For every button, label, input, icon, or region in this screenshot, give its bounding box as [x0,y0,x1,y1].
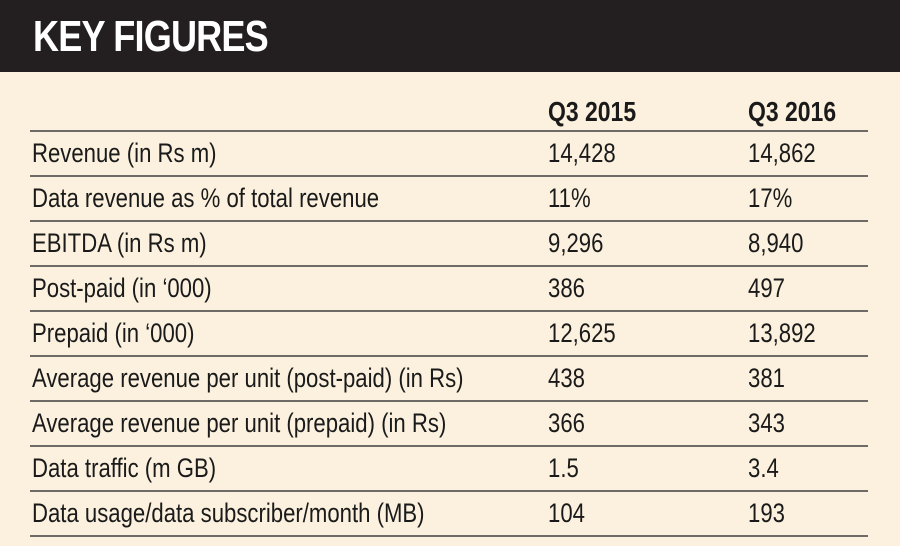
table-row: Revenue (in Rs m) 14,428 14,862 [30,132,868,177]
table-row: Data usage/data subscriber/month (MB) 10… [30,492,868,537]
table-row: Prepaid (in ‘000) 12,625 13,892 [30,312,868,357]
row-label: Average revenue per unit (prepaid) (in R… [32,408,447,438]
value-q3-2016: 17% [748,183,793,213]
value-q3-2016: 13,892 [748,318,816,348]
value-q3-2016: 3.4 [748,453,779,483]
value-q3-2016: 497 [748,273,785,303]
table-row: Average revenue per unit (prepaid) (in R… [30,402,868,447]
table-row: EBITDA (in Rs m) 9,296 8,940 [30,222,868,267]
row-label: Average revenue per unit (post-paid) (in… [32,363,464,393]
value-q3-2015: 104 [548,498,585,528]
value-q3-2015: 386 [548,273,585,303]
table-row: Data revenue as % of total revenue 11% 1… [30,177,868,222]
value-q3-2016: 343 [748,408,785,438]
value-q3-2016: 8,940 [748,228,804,258]
page-title: KEY FIGURES [33,12,269,61]
row-label: EBITDA (in Rs m) [32,228,207,258]
table-row: Data traffic (m GB) 1.5 3.4 [30,447,868,492]
header-q3-2016: Q3 2016 [748,96,837,127]
value-q3-2016: 14,862 [748,138,816,168]
row-label: Data usage/data subscriber/month (MB) [32,498,425,528]
value-q3-2015: 14,428 [548,138,616,168]
table-header-row: Q3 2015 Q3 2016 [30,86,868,132]
row-label: Prepaid (in ‘000) [32,318,195,348]
figures-table: Q3 2015 Q3 2016 Revenue (in Rs m) 14,428… [30,86,868,537]
value-q3-2015: 1.5 [548,453,579,483]
value-q3-2015: 11% [548,183,591,213]
value-q3-2015: 366 [548,408,585,438]
row-label: Data revenue as % of total revenue [32,183,380,213]
value-q3-2016: 193 [748,498,785,528]
row-label: Data traffic (m GB) [32,453,217,483]
header-q3-2015: Q3 2015 [548,96,637,127]
table-row: Post-paid (in ‘000) 386 497 [30,267,868,312]
table-row: Average revenue per unit (post-paid) (in… [30,357,868,402]
value-q3-2016: 381 [748,363,785,393]
value-q3-2015: 9,296 [548,228,604,258]
value-q3-2015: 12,625 [548,318,616,348]
title-banner: KEY FIGURES [0,0,900,72]
row-label: Post-paid (in ‘000) [32,273,212,303]
value-q3-2015: 438 [548,363,585,393]
row-label: Revenue (in Rs m) [32,138,217,168]
